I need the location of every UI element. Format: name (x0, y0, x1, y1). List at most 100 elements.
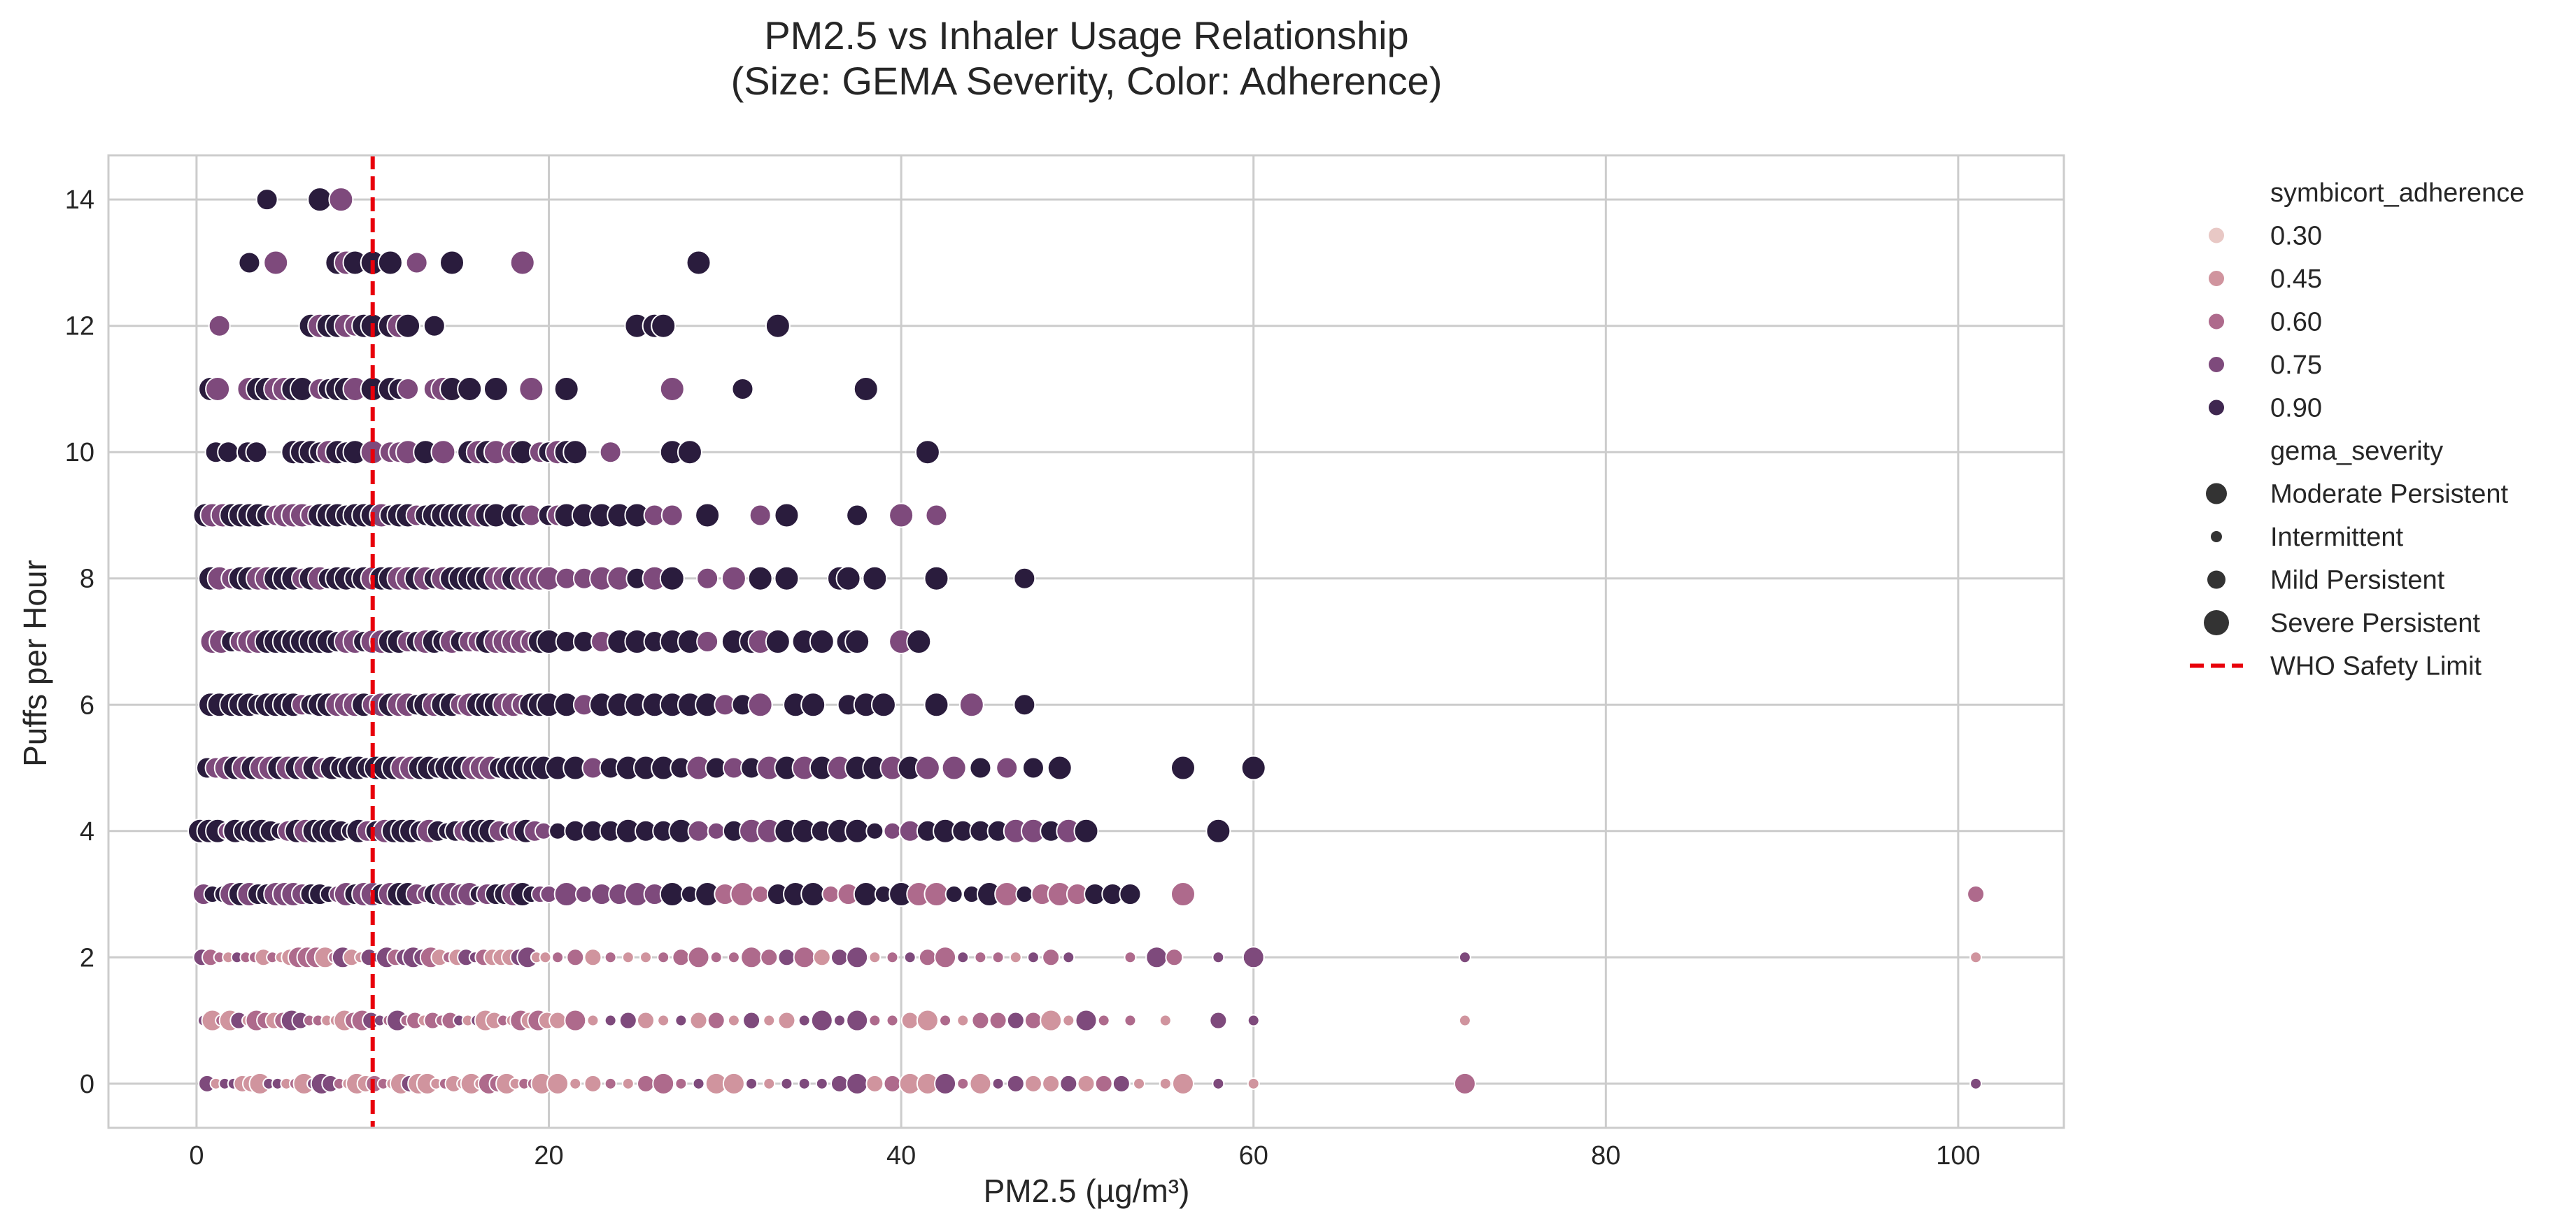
data-point (846, 946, 869, 969)
data-point (1026, 951, 1040, 964)
y-tick-label: 12 (65, 312, 94, 341)
data-point (709, 951, 723, 964)
x-tick-label: 0 (189, 1141, 204, 1171)
x-tick-label: 20 (534, 1141, 563, 1171)
data-point (1247, 1014, 1260, 1027)
data-point (328, 187, 354, 213)
data-point (1212, 1077, 1225, 1090)
data-point (1024, 1011, 1042, 1030)
data-point (846, 1009, 869, 1032)
legend-size-label: Intermittent (2270, 523, 2404, 552)
data-point (1165, 948, 1184, 967)
data-point (377, 250, 403, 276)
data-point (969, 1072, 992, 1095)
data-point (906, 629, 932, 654)
data-point (255, 188, 278, 211)
data-point (659, 376, 685, 402)
legend-hue-marker (2207, 312, 2225, 331)
data-point (1006, 1011, 1025, 1030)
data-point (1171, 1072, 1194, 1095)
data-point (793, 946, 816, 969)
data-point (846, 1072, 869, 1095)
data-point (636, 1074, 655, 1093)
data-point (1119, 883, 1142, 906)
data-point (721, 565, 746, 591)
chart-title-line-1: PM2.5 vs Inhaler Usage Relationship (764, 13, 1408, 57)
data-point (583, 948, 602, 967)
data-point (815, 1077, 828, 1090)
data-point (696, 567, 719, 590)
data-point (956, 1014, 970, 1027)
data-point (747, 565, 773, 591)
scatter-points (187, 187, 1986, 1095)
data-point (562, 439, 588, 465)
data-point (660, 504, 684, 527)
data-point (509, 250, 535, 276)
data-point (539, 951, 552, 964)
data-point (941, 755, 967, 781)
data-point (777, 948, 796, 967)
data-point (1013, 567, 1036, 590)
data-point (853, 376, 879, 402)
data-point (925, 504, 948, 527)
legend-hue-label: 0.30 (2270, 222, 2322, 251)
data-point (883, 821, 902, 840)
legend-reference-label: WHO Safety Limit (2270, 652, 2482, 681)
data-point (800, 882, 826, 907)
data-point (868, 1014, 882, 1027)
data-point (763, 1077, 776, 1090)
data-point (991, 951, 1005, 964)
legend-hue-label: 0.60 (2270, 308, 2322, 337)
data-point (687, 819, 710, 842)
data-point (923, 692, 949, 718)
data-point (958, 692, 984, 718)
data-point (798, 1014, 811, 1027)
data-point (1247, 1077, 1260, 1090)
data-point (740, 946, 763, 969)
data-point (914, 755, 940, 781)
data-point (883, 1074, 902, 1093)
data-point (639, 951, 652, 964)
data-point (1124, 951, 1137, 964)
legend-size-marker (2206, 483, 2227, 504)
data-point (1062, 1014, 1075, 1027)
data-point (944, 885, 963, 904)
data-point (914, 439, 940, 465)
data-point (809, 629, 835, 654)
legend-hue-marker (2207, 355, 2225, 374)
legend-size-title: gema_severity (2270, 437, 2443, 466)
data-point (918, 948, 937, 967)
data-point (1042, 1074, 1061, 1093)
data-point (1967, 885, 1986, 904)
data-point (423, 314, 446, 337)
data-point (747, 692, 773, 718)
data-point (862, 565, 888, 591)
data-point (1073, 818, 1099, 844)
data-point (886, 951, 899, 964)
data-point (1453, 1072, 1476, 1095)
data-point (238, 251, 261, 274)
data-point (549, 1011, 567, 1030)
data-point (1075, 1009, 1098, 1032)
data-point (217, 441, 240, 464)
data-point (833, 1014, 846, 1027)
y-tick-label: 2 (80, 943, 94, 973)
data-point (651, 313, 677, 339)
data-point (969, 756, 992, 779)
data-point (923, 565, 949, 591)
data-point (886, 1014, 899, 1027)
legend-size-marker (2204, 610, 2229, 635)
legend-hue-marker (2207, 226, 2225, 245)
legend-hue-label: 0.90 (2270, 394, 2322, 423)
x-axis-label: PM2.5 (µg/m³) (984, 1173, 1190, 1209)
data-point (1006, 1074, 1025, 1093)
legend-hue-title: symbicort_adherence (2270, 178, 2524, 208)
data-point (686, 250, 712, 276)
data-point (989, 1011, 1007, 1030)
data-point (1024, 1074, 1042, 1093)
data-point (1209, 1011, 1228, 1030)
data-point (900, 1011, 919, 1030)
data-point (1458, 1014, 1471, 1027)
